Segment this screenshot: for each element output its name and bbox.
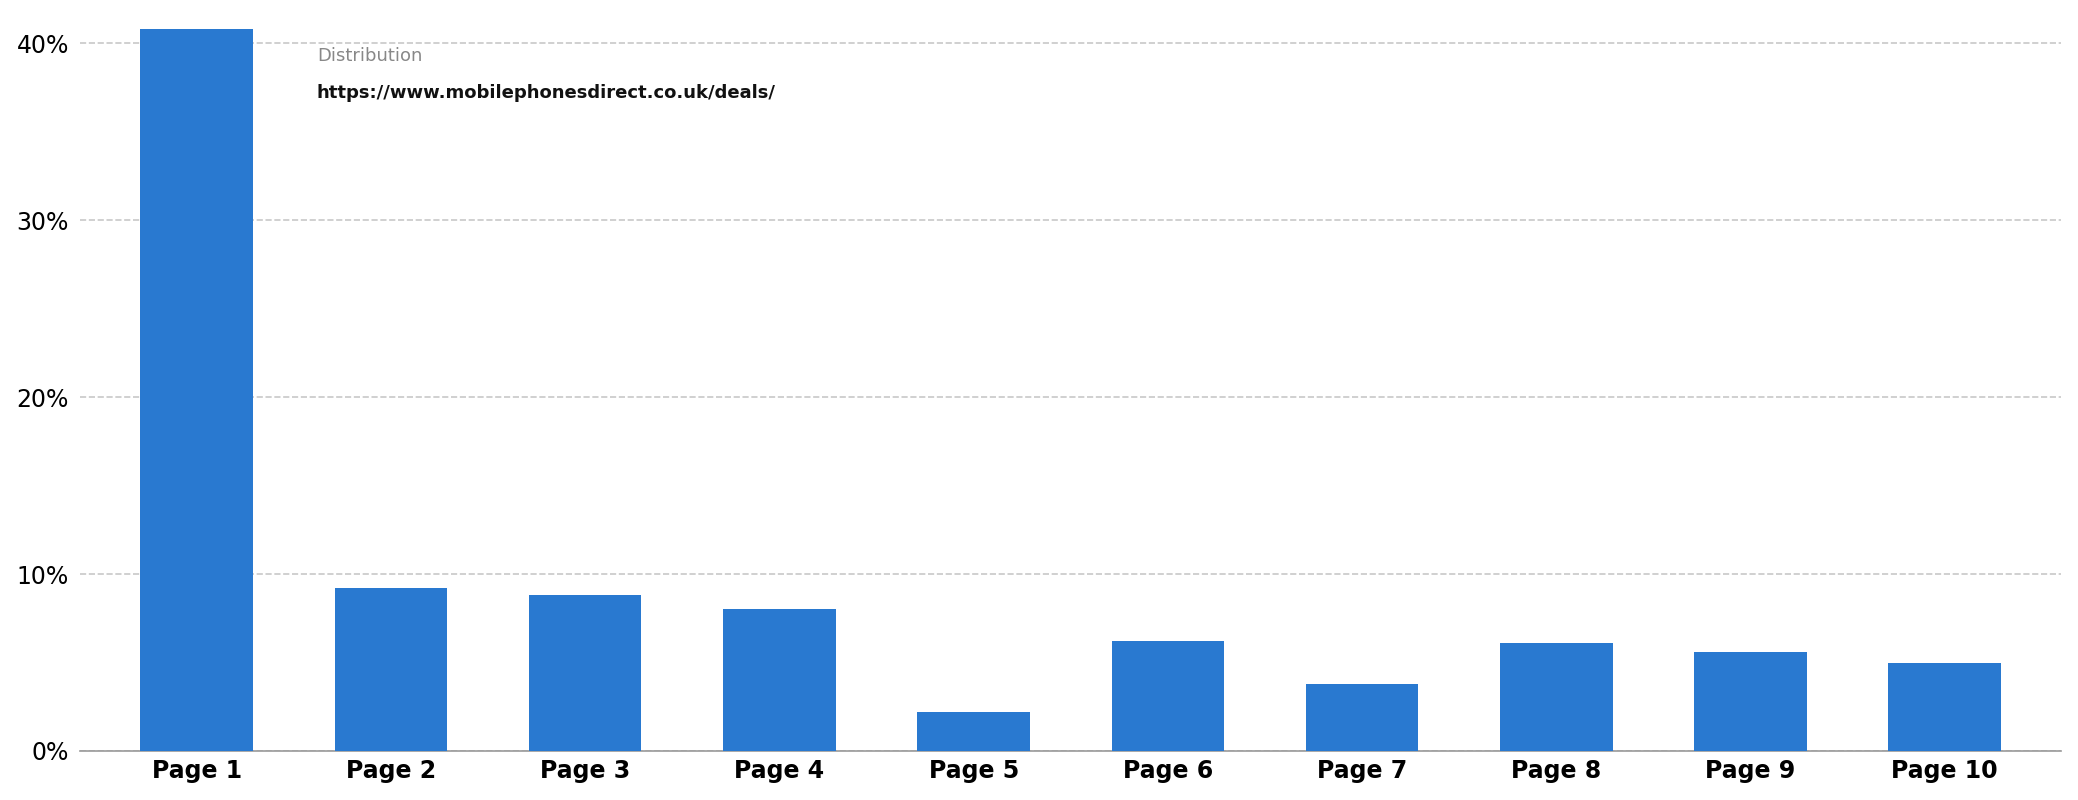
Bar — [1112, 642, 1224, 751]
Bar — [1500, 643, 1613, 751]
Bar — [141, 29, 254, 751]
Text: Distribution: Distribution — [318, 47, 422, 66]
Bar — [723, 610, 835, 751]
Bar — [528, 595, 642, 751]
Bar — [916, 712, 1031, 751]
Bar — [1889, 662, 2001, 751]
Bar — [335, 588, 447, 751]
Bar — [1694, 652, 1808, 751]
Text: https://www.mobilephonesdirect.co.uk/deals/: https://www.mobilephonesdirect.co.uk/dea… — [318, 84, 775, 102]
Bar — [1305, 684, 1419, 751]
